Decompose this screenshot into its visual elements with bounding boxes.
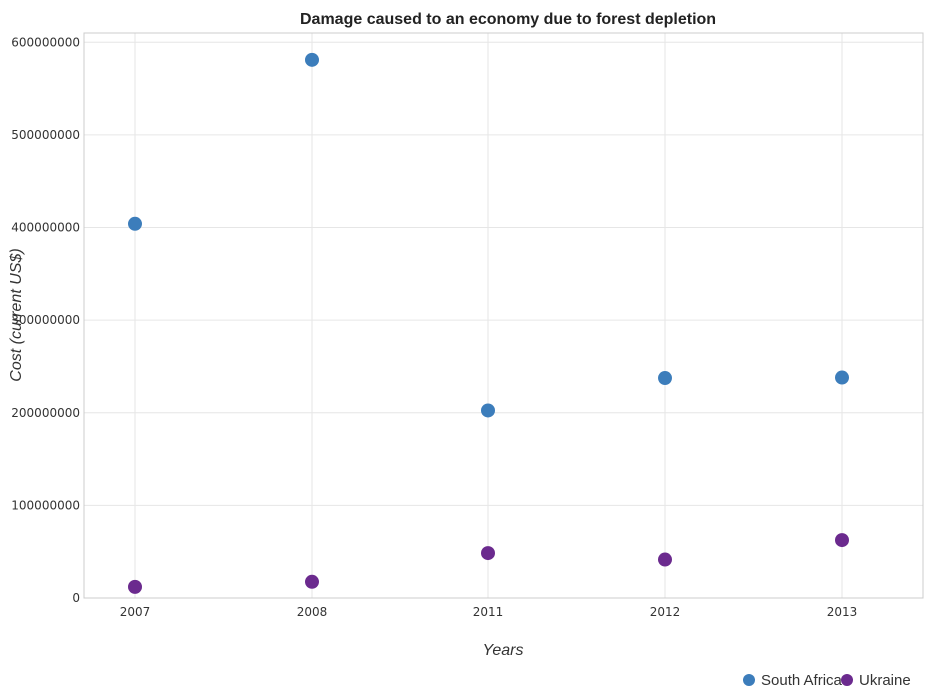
y-axis-label: Cost (current US$) (8, 248, 25, 381)
legend: South Africa Ukraine (743, 672, 911, 689)
x-tick-label: 2007 (120, 605, 151, 619)
chart-title: Damage caused to an economy due to fores… (300, 11, 716, 28)
point-south-africa (305, 52, 319, 67)
legend-label-ukraine: Ukraine (859, 672, 911, 689)
y-tick-label: 400000000 (11, 221, 80, 235)
point-ukraine (481, 546, 495, 561)
legend-marker-ukraine (841, 674, 853, 686)
point-ukraine (128, 579, 142, 594)
legend-marker-south-africa (743, 674, 755, 686)
x-axis-label: Years (483, 642, 524, 659)
y-tick-label: 0 (72, 591, 80, 605)
x-tick-label: 2011 (473, 605, 504, 619)
x-tick-label: 2008 (297, 605, 328, 619)
y-tick-label: 600000000 (11, 35, 80, 49)
y-tick-label: 200000000 (11, 406, 80, 420)
plot-frame (83, 32, 924, 599)
x-tick-label: 2013 (827, 605, 858, 619)
point-ukraine (658, 552, 672, 567)
legend-label-south-africa: South Africa (761, 672, 843, 689)
point-ukraine (835, 533, 849, 548)
y-tick-label: 300000000 (11, 313, 80, 327)
grid (84, 33, 923, 599)
x-tick-label: 2012 (650, 605, 681, 619)
data-points (128, 52, 849, 594)
y-tick-label: 500000000 (11, 128, 80, 142)
y-axis-ticks: 0 100000000 200000000 300000000 400000000 500… (11, 35, 80, 605)
point-ukraine (305, 574, 319, 589)
point-south-africa (128, 216, 142, 231)
x-axis-ticks: 2007 2008 2011 2012 2013 (120, 605, 858, 619)
y-tick-label: 100000000 (11, 498, 80, 512)
point-south-africa (481, 403, 495, 418)
point-south-africa (658, 371, 672, 386)
point-south-africa (835, 370, 849, 385)
